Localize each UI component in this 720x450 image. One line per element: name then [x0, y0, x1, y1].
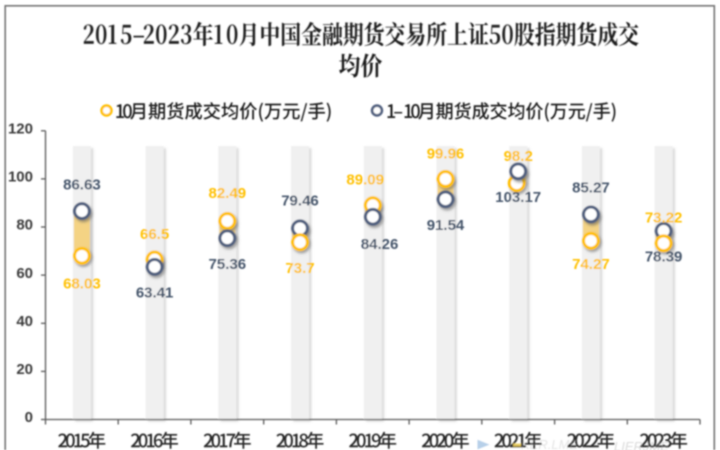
- svg-text:68.03: 68.03: [63, 275, 101, 292]
- svg-text:20: 20: [16, 361, 33, 378]
- svg-text:LIERJME: LIERJME: [614, 439, 669, 450]
- svg-text:82.49: 82.49: [209, 185, 247, 202]
- svg-text:84.26: 84.26: [361, 236, 399, 253]
- svg-text:120: 120: [8, 120, 33, 137]
- svg-text:80: 80: [16, 217, 33, 234]
- svg-text:60: 60: [16, 265, 33, 282]
- svg-text:99.96: 99.96: [427, 145, 465, 162]
- svg-text:40: 40: [16, 313, 33, 330]
- svg-text:75.36: 75.36: [209, 256, 247, 273]
- svg-text:73.22: 73.22: [645, 210, 683, 227]
- svg-text:85.27: 85.27: [572, 179, 610, 196]
- svg-text:0: 0: [25, 409, 33, 426]
- svg-text:74.27: 74.27: [572, 256, 610, 273]
- svg-text:89.09: 89.09: [346, 172, 384, 189]
- svg-text:91.54: 91.54: [427, 217, 465, 234]
- svg-text:79.46: 79.46: [281, 193, 319, 210]
- svg-text:103.17: 103.17: [495, 189, 541, 206]
- svg-text:98.2: 98.2: [504, 148, 533, 165]
- svg-text:66.5: 66.5: [140, 226, 169, 243]
- svg-text:63.41: 63.41: [136, 285, 174, 302]
- svg-text:KER.LME: KER.LME: [521, 437, 578, 450]
- svg-text:86.63: 86.63: [63, 176, 101, 193]
- svg-text:73.7: 73.7: [285, 260, 314, 277]
- svg-text:100: 100: [8, 169, 33, 186]
- svg-text:78.39: 78.39: [645, 249, 683, 266]
